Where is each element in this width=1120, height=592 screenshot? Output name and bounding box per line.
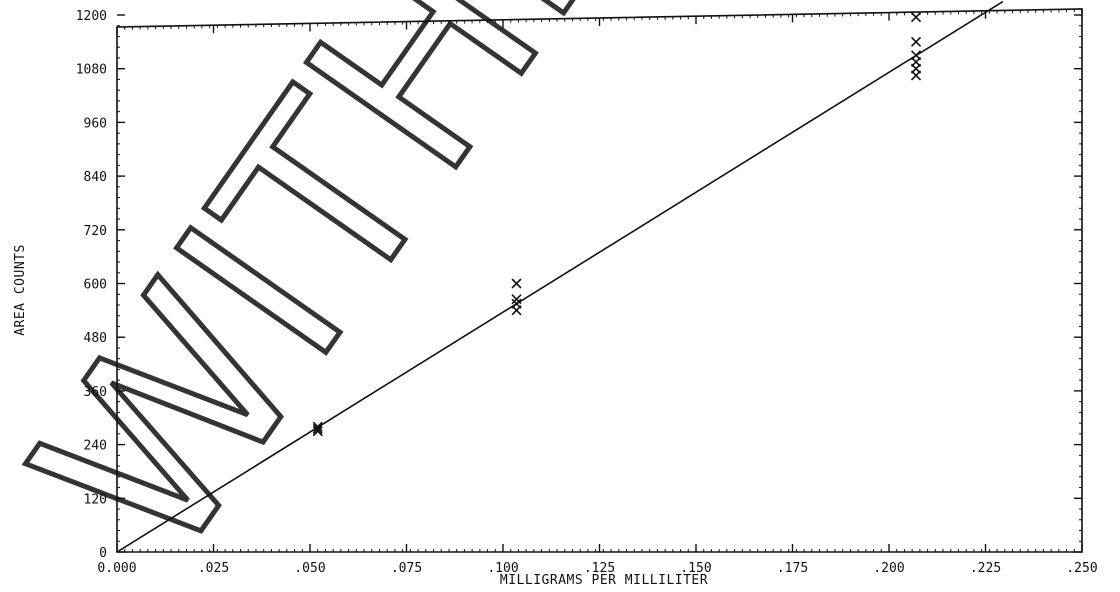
x-tick-label: .250: [1066, 561, 1097, 576]
y-tick-label: 0: [99, 546, 107, 561]
y-tick-label: 600: [84, 278, 107, 293]
y-axis: 0 120 240 360 480 600 720 840 960 1080 1200: [76, 9, 1082, 561]
x-tick-label: .200: [873, 561, 904, 576]
data-point-stroke: [910, 12, 922, 23]
data-point: [312, 421, 323, 432]
data-point: [312, 423, 323, 435]
y-tick-label: 720: [84, 224, 107, 239]
data-point-stroke: [312, 426, 323, 437]
y-tick-label: 480: [84, 331, 107, 346]
data-point-stroke: [910, 36, 922, 47]
data-point: [511, 278, 522, 289]
data-point: [511, 294, 522, 305]
data-point: [312, 426, 323, 437]
x-tick-label: .150: [680, 561, 711, 576]
data-point: [910, 36, 922, 47]
data-point-stroke: [511, 298, 522, 309]
data-point: [910, 12, 922, 23]
x-tick-label: 0.000: [97, 561, 136, 576]
fit-line-layer: [116, 0, 1004, 553]
y-tick-label: 120: [84, 492, 107, 507]
minor-ticks: [117, 9, 1082, 552]
data-point-stroke: [910, 50, 922, 61]
data-point-stroke: [312, 421, 323, 432]
data-point: [910, 50, 922, 61]
x-tick-label: .100: [487, 561, 518, 576]
y-tick-label: 1080: [76, 63, 107, 78]
y-axis-title: AREA COUNTS: [13, 244, 28, 336]
data-point-stroke: [511, 294, 522, 305]
x-axis-title: MILLIGRAMS PER MILLILITER: [500, 573, 708, 588]
x-tick-label: .075: [391, 561, 422, 576]
points-layer: [312, 12, 922, 437]
x-tick-label: .175: [777, 561, 808, 576]
x-tick-label: .125: [584, 561, 615, 576]
y-tick-label: 840: [84, 170, 107, 185]
data-point-stroke: [511, 278, 522, 289]
y-tick-label: 960: [84, 116, 107, 131]
y-tick-label: 360: [84, 385, 107, 400]
x-tick-label: .050: [294, 561, 325, 576]
data-point-stroke: [312, 423, 323, 435]
y-tick-label: 240: [84, 439, 107, 454]
x-tick-label: .025: [198, 561, 229, 576]
x-axis: 0.000 .025 .050 .075 .100 .125 .150 .175 .200 .22…: [97, 9, 1098, 576]
fit-line: [116, 0, 1004, 553]
y-tick-label: 1200: [76, 9, 107, 24]
x-tick-label: .225: [970, 561, 1001, 576]
data-point: [511, 298, 522, 309]
